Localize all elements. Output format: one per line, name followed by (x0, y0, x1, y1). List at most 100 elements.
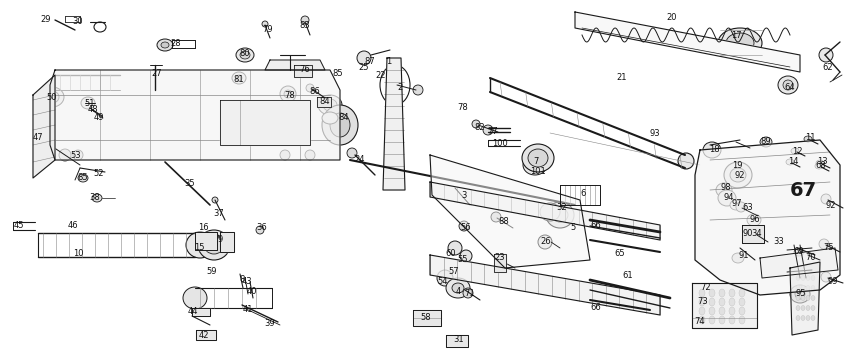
Ellipse shape (703, 142, 721, 158)
Text: 84: 84 (338, 113, 349, 122)
Text: 78: 78 (458, 104, 468, 113)
Ellipse shape (791, 148, 799, 154)
Ellipse shape (330, 113, 350, 137)
Ellipse shape (232, 72, 246, 84)
Ellipse shape (437, 270, 453, 286)
Ellipse shape (724, 162, 752, 188)
Text: 60: 60 (446, 248, 456, 257)
Text: 79: 79 (263, 26, 273, 35)
Text: 76: 76 (299, 65, 310, 74)
Text: 62: 62 (823, 64, 834, 73)
Ellipse shape (92, 194, 102, 202)
Ellipse shape (678, 153, 694, 169)
Ellipse shape (699, 289, 705, 297)
Ellipse shape (801, 316, 805, 321)
Ellipse shape (318, 95, 342, 115)
Ellipse shape (801, 296, 805, 300)
Ellipse shape (730, 168, 746, 182)
Ellipse shape (801, 286, 805, 291)
Text: 7: 7 (533, 157, 538, 166)
Polygon shape (494, 254, 506, 272)
Ellipse shape (322, 105, 358, 145)
Text: 59: 59 (207, 268, 217, 277)
Text: 5: 5 (571, 222, 576, 231)
Ellipse shape (463, 288, 473, 298)
Text: 63: 63 (743, 204, 753, 213)
Polygon shape (220, 232, 234, 252)
Ellipse shape (796, 305, 800, 310)
Text: 30: 30 (73, 17, 83, 26)
Ellipse shape (796, 286, 800, 291)
Ellipse shape (240, 51, 250, 59)
Ellipse shape (778, 76, 798, 94)
Ellipse shape (796, 296, 800, 300)
Text: 100: 100 (492, 139, 508, 148)
Ellipse shape (811, 316, 815, 321)
Text: 89: 89 (761, 136, 772, 145)
Text: 92: 92 (826, 200, 836, 209)
Text: 13: 13 (817, 157, 828, 166)
Ellipse shape (284, 90, 292, 98)
Ellipse shape (806, 305, 810, 310)
Ellipse shape (157, 39, 173, 51)
Text: 17: 17 (731, 31, 741, 40)
Text: 51: 51 (85, 99, 95, 108)
Text: 45: 45 (14, 222, 25, 231)
Ellipse shape (448, 241, 462, 255)
Ellipse shape (446, 278, 470, 298)
Polygon shape (33, 75, 55, 178)
Ellipse shape (815, 163, 823, 169)
Ellipse shape (719, 307, 725, 315)
Ellipse shape (821, 272, 831, 282)
Ellipse shape (719, 316, 725, 324)
Ellipse shape (528, 149, 548, 167)
Text: 91: 91 (739, 252, 750, 261)
Ellipse shape (256, 226, 264, 234)
Polygon shape (383, 58, 405, 190)
Text: 69: 69 (794, 248, 804, 257)
Ellipse shape (699, 307, 705, 315)
Ellipse shape (747, 214, 761, 226)
Ellipse shape (699, 316, 705, 324)
Text: 65: 65 (615, 248, 625, 257)
Polygon shape (446, 335, 468, 347)
Text: 40: 40 (247, 287, 257, 296)
Text: 67: 67 (789, 180, 817, 200)
Polygon shape (760, 248, 838, 278)
Polygon shape (742, 225, 764, 243)
Ellipse shape (729, 307, 735, 315)
Ellipse shape (204, 236, 224, 254)
Text: 84: 84 (320, 96, 331, 105)
Polygon shape (430, 155, 590, 268)
Ellipse shape (821, 194, 831, 204)
Ellipse shape (81, 97, 95, 109)
Ellipse shape (201, 235, 213, 245)
Text: 82: 82 (475, 122, 485, 131)
Ellipse shape (811, 296, 815, 300)
Ellipse shape (538, 235, 552, 249)
Text: 21: 21 (616, 74, 628, 83)
Text: 9: 9 (217, 235, 223, 244)
Text: 68: 68 (816, 161, 826, 170)
Ellipse shape (801, 275, 805, 280)
Ellipse shape (236, 75, 242, 81)
Text: 73: 73 (698, 297, 708, 306)
Ellipse shape (726, 33, 754, 53)
Text: 87: 87 (365, 57, 376, 66)
Ellipse shape (739, 298, 745, 306)
Text: 57: 57 (449, 268, 460, 277)
Ellipse shape (491, 212, 501, 222)
Text: 81: 81 (234, 75, 244, 84)
Text: 2: 2 (398, 83, 403, 92)
Ellipse shape (819, 239, 829, 249)
Text: 6: 6 (580, 188, 586, 197)
Ellipse shape (357, 51, 371, 65)
Text: 47: 47 (33, 132, 43, 142)
Text: 54: 54 (438, 277, 449, 286)
Ellipse shape (483, 125, 493, 135)
Ellipse shape (546, 202, 574, 228)
Polygon shape (294, 65, 312, 77)
Text: 99: 99 (828, 278, 839, 287)
Text: 20: 20 (667, 13, 678, 22)
Ellipse shape (716, 183, 732, 197)
